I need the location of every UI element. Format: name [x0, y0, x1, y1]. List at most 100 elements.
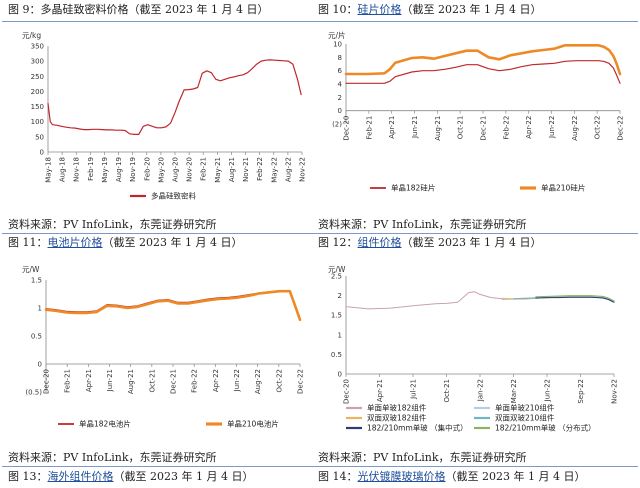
cell-series-line-1 [45, 289, 301, 320]
polysilicon-x-tick-label: Nov-22 [299, 157, 307, 182]
polysilicon-x-tick-label: Nov-19 [129, 157, 137, 182]
wafer-price-chart: 元/片 (2) 0 2 4 6 8 10 Dec-20 Feb-21 Apr-21 Jun-21 Aug… [328, 30, 625, 193]
caption-fig9-text: 多晶硅致密料价格（截至 2023 年 1 月 4 日） [40, 3, 269, 16]
module-x-tick-label: Mar-22 [510, 379, 518, 403]
module-x-tick-label: Jul-21 [410, 379, 418, 400]
cell-x-tick-label: Oct-22 [275, 369, 283, 393]
wafer-y-tick: 4 [338, 81, 343, 89]
caption-fig11-text: （截至 2023 年 1 月 4 日） [102, 236, 243, 249]
caption-fig11: 图 11：电池片价格（截至 2023 年 1 月 4 日） [8, 236, 242, 250]
polysilicon-y-tick: 0 [40, 149, 44, 157]
caption-fig10-text: （截至 2023 年 1 月 4 日） [401, 3, 542, 16]
polysilicon-x-tick-label: Aug-18 [59, 157, 67, 182]
cell-legend-label: 单晶210电池片 [227, 419, 279, 429]
polysilicon-x-tick-label: Feb-20 [143, 157, 151, 181]
polysilicon-x-tick-label: May-21 [214, 157, 222, 183]
cell-y-unit-label: 元/W [22, 265, 40, 274]
module-x-tick-label: Nov-22 [611, 379, 619, 404]
wafer-series-line-2 [344, 43, 622, 76]
polysilicon-x-tick-label: Feb-21 [200, 157, 208, 181]
module-x-tick-label: Sep-22 [577, 379, 585, 404]
module-x-tick-label: Dec-20 [343, 379, 351, 404]
polysilicon-y-tick: 100 [31, 118, 44, 126]
caption-fig9: 图 9：多晶硅致密料价格（截至 2023 年 1 月 4 日） [8, 3, 268, 17]
module-legend-label: 双面双玻210组件 [495, 413, 555, 423]
source-right-top: 资料来源：PV InfoLink，东莞证券研究所 [318, 218, 527, 231]
wafer-x-tick-label: Jun-21 [411, 116, 419, 139]
caption-fig13-link[interactable]: 海外组件价格 [47, 470, 114, 483]
caption-fig14: 图 14：光伏镀膜玻璃价格（截至 2023 年 1 月 4 日） [318, 470, 585, 484]
polysilicon-x-tick-label: Aug-19 [115, 157, 123, 182]
cell-x-tick-label: Dec-21 [170, 369, 178, 394]
cell-x-tick-label: Oct-21 [148, 369, 156, 393]
caption-fig13-text: （截至 2023 年 1 月 4 日） [113, 470, 254, 483]
cell-x-tick-label: Dec-20 [43, 369, 51, 394]
wafer-y-tick: 8 [338, 54, 342, 62]
cell-x-tick-label: Aug-22 [254, 369, 262, 394]
wafer-x-tick-label: Dec-22 [617, 116, 625, 141]
wafer-y-tick: 2 [338, 94, 342, 102]
caption-fig14-prefix: 图 14： [318, 470, 358, 483]
module-y-tick: 2 [338, 292, 342, 300]
module-y-unit-label: 元/W [328, 265, 346, 274]
polysilicon-x-tick-label: Feb-19 [87, 157, 95, 181]
polysilicon-y-tick: 300 [31, 58, 44, 66]
cell-x-tick-label: Jun-21 [106, 369, 114, 392]
polysilicon-x-tick-label: Feb-22 [256, 157, 264, 181]
caption-fig14-text: （截至 2023 年 1 月 4 日） [445, 470, 586, 483]
wafer-x-tick-label: Oct-21 [457, 116, 465, 140]
wafer-x-tick-label: Jun-22 [548, 116, 556, 139]
cell-x-tick-label: Aug-21 [127, 369, 135, 394]
caption-fig12: 图 12：组件价格（截至 2023 年 1 月 4 日） [318, 236, 541, 250]
module-series-line-6 [535, 295, 615, 302]
module-y-tick: 1.5 [331, 312, 342, 320]
polysilicon-series-line-1 [47, 59, 302, 136]
source-left-bottom: 资料来源：PV InfoLink，东莞证券研究所 [8, 451, 217, 464]
wafer-x-tick-label: Apr-22 [525, 116, 533, 139]
source-left-top: 资料来源：PV InfoLink，东莞证券研究所 [8, 218, 217, 231]
caption-fig10-prefix: 图 10： [318, 3, 358, 16]
polysilicon-x-tick-label: Aug-20 [172, 157, 180, 182]
caption-fig10: 图 10：硅片价格（截至 2023 年 1 月 4 日） [318, 3, 541, 17]
wafer-y-tick: (2) [332, 121, 342, 129]
caption-fig13: 图 13：海外组件价格（截至 2023 年 1 月 4 日） [8, 470, 253, 484]
polysilicon-y-unit-label: 元/kg [22, 31, 41, 40]
wafer-x-tick-label: Feb-22 [502, 116, 510, 140]
caption-fig11-link[interactable]: 电池片价格 [47, 236, 103, 249]
cell-x-tick-label: Feb-21 [64, 369, 72, 393]
polysilicon-y-tick: 200 [31, 88, 44, 96]
polysilicon-x-tick-label: May-18 [45, 157, 53, 183]
polysilicon-x-tick-label: Nov-21 [242, 157, 250, 182]
wafer-x-tick-label: Feb-21 [365, 116, 373, 140]
wafer-legend-label: 单晶210硅片 [541, 183, 585, 193]
module-x-tick-label: Jan-22 [477, 379, 485, 402]
caption-fig12-text: （截至 2023 年 1 月 4 日） [401, 236, 542, 249]
module-legend-label: 182/210mm单玻 （分布式） [495, 423, 596, 433]
module-x-tick-label: Oct-21 [443, 379, 451, 403]
wafer-y-tick: 0 [338, 107, 342, 115]
wafer-x-tick-label: Apr-21 [388, 116, 396, 139]
caption-fig14-link[interactable]: 光伏镀膜玻璃价格 [357, 470, 446, 483]
caption-fig10-link[interactable]: 硅片价格 [357, 3, 402, 16]
polysilicon-x-tick-label: May-22 [270, 157, 278, 183]
polysilicon-x-tick-label: Nov-20 [186, 157, 194, 182]
cell-x-tick-label: Dec-22 [297, 369, 305, 394]
module-legend-label: 单面单玻182组件 [367, 403, 427, 413]
wafer-x-tick-label: Aug-21 [434, 116, 442, 141]
cell-y-tick: 1.5 [31, 277, 42, 285]
polysilicon-x-tick-label: Aug-22 [284, 157, 292, 182]
wafer-y-unit-label: 元/片 [328, 30, 346, 40]
module-series-line-1 [345, 291, 615, 310]
caption-fig11-prefix: 图 11： [8, 236, 48, 249]
polysilicon-x-tick-label: May-19 [101, 157, 109, 183]
cell-price-chart: 元/W (0.5) 0 0.5 1 1.5 Dec-20 Feb-21 Apr-21 Jun-21… [22, 265, 305, 429]
caption-fig13-prefix: 图 13： [8, 470, 48, 483]
caption-fig12-link[interactable]: 组件价格 [357, 236, 402, 249]
wafer-y-tick: 6 [338, 67, 343, 75]
polysilicon-y-tick: 250 [31, 73, 44, 81]
cell-series-line-2 [44, 289, 302, 322]
top-rule [2, 21, 638, 22]
wafer-x-tick-label: Dec-20 [343, 116, 351, 141]
cell-legend-label: 单晶182电池片 [79, 419, 131, 429]
wafer-x-tick-label: Dec-21 [480, 116, 488, 141]
